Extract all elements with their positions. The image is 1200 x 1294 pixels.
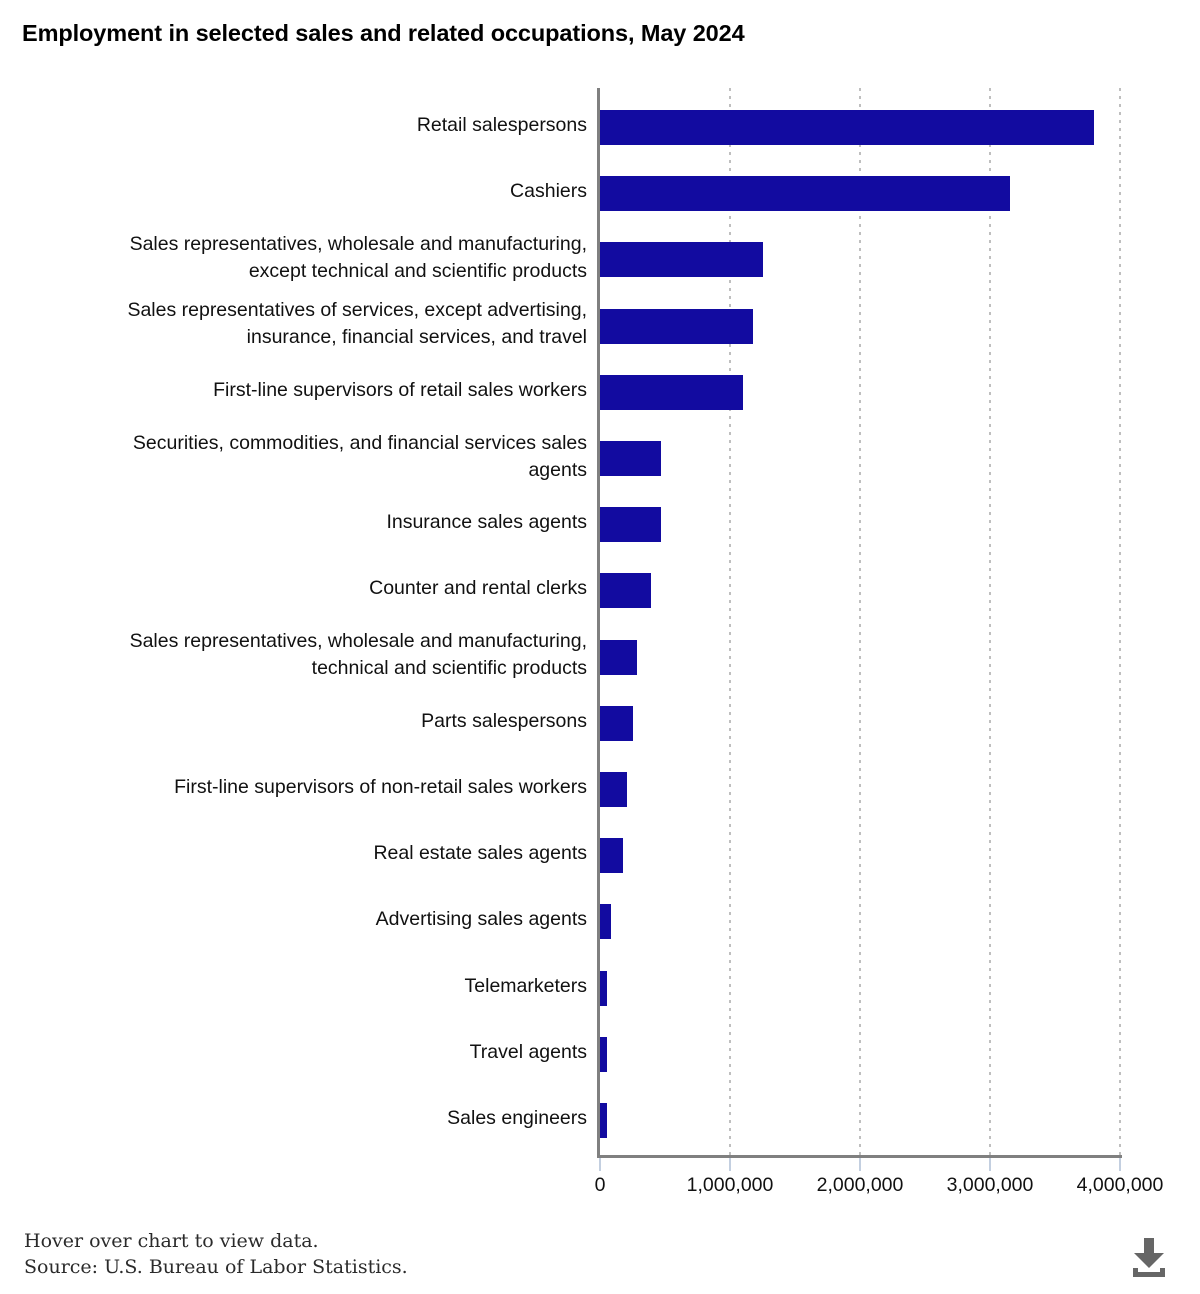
- bar[interactable]: [600, 242, 763, 278]
- bar[interactable]: [600, 573, 651, 609]
- hover-note: Hover over chart to view data.: [24, 1230, 319, 1252]
- category-label: Real estate sales agents: [373, 842, 587, 865]
- x-tick-label: 3,000,000: [946, 1174, 1034, 1196]
- bar[interactable]: [600, 507, 662, 543]
- page-title: Employment in selected sales and related…: [22, 20, 745, 46]
- bar[interactable]: [600, 705, 633, 741]
- x-tick-label: 1,000,000: [686, 1174, 774, 1196]
- category-label: Counter and rental clerks: [369, 577, 587, 600]
- bar[interactable]: [600, 904, 612, 940]
- category-label: Telemarketers: [464, 974, 587, 997]
- x-axis-line: [597, 1155, 1122, 1158]
- gridline-1000000: [729, 88, 731, 1156]
- gridline-4000000: [1119, 88, 1121, 1156]
- x-tick: [859, 1158, 861, 1171]
- category-label: Insurance sales agents: [386, 511, 587, 534]
- bar[interactable]: [600, 1103, 607, 1138]
- bar[interactable]: [600, 110, 1094, 145]
- category-label: Sales representatives, wholesale and man…: [129, 232, 587, 282]
- source-note: Source: U.S. Bureau of Labor Statistics.: [24, 1256, 408, 1278]
- category-label: Parts salespersons: [421, 709, 587, 732]
- bar[interactable]: [600, 639, 638, 675]
- x-tick: [729, 1158, 731, 1171]
- category-label: First-line supervisors of retail sales w…: [213, 378, 587, 401]
- x-tick: [1119, 1158, 1121, 1171]
- bar[interactable]: [600, 772, 627, 807]
- bar[interactable]: [600, 441, 662, 476]
- x-tick-label: 0: [594, 1174, 606, 1196]
- x-tick: [599, 1158, 601, 1171]
- category-label: Sales representatives, wholesale and man…: [129, 630, 587, 680]
- x-tick-label: 2,000,000: [816, 1174, 904, 1196]
- footer: Hover over chart to view data. Source: U…: [24, 1228, 408, 1280]
- category-label: Cashiers: [510, 180, 587, 203]
- category-label: First-line supervisors of non-retail sal…: [174, 776, 587, 798]
- x-tick: [989, 1158, 991, 1171]
- gridline-2000000: [859, 88, 861, 1156]
- category-label: Sales engineers: [447, 1107, 587, 1129]
- category-label: Sales representatives of services, excep…: [127, 299, 587, 349]
- bar[interactable]: [600, 970, 607, 1006]
- gridline-3000000: [989, 88, 991, 1156]
- bar[interactable]: [600, 838, 623, 874]
- category-label: Advertising sales agents: [375, 908, 587, 931]
- x-tick-label: 4,000,000: [1076, 1174, 1164, 1196]
- category-label: Travel agents: [469, 1040, 587, 1063]
- bar[interactable]: [600, 1036, 607, 1072]
- bar[interactable]: [600, 374, 743, 410]
- category-label: Retail salespersons: [416, 114, 587, 136]
- bar[interactable]: [600, 308, 754, 344]
- y-axis-line: [597, 88, 600, 1157]
- bar[interactable]: [600, 176, 1010, 212]
- download-icon[interactable]: [1126, 1236, 1172, 1280]
- category-label: Securities, commodities, and financial s…: [132, 431, 587, 481]
